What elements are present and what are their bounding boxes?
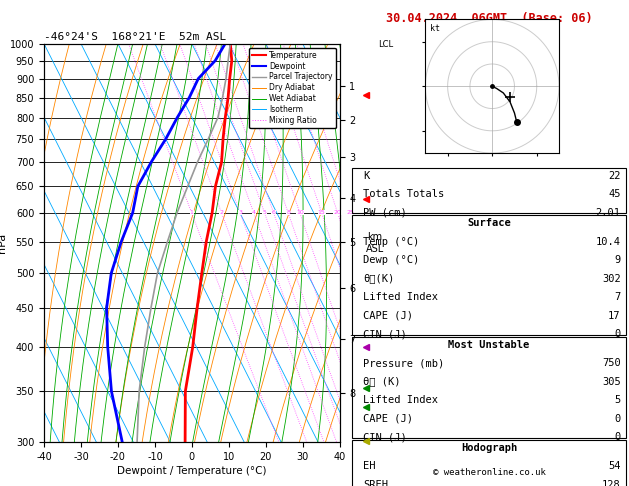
Text: 45: 45	[608, 189, 621, 199]
Text: CIN (J): CIN (J)	[363, 329, 407, 339]
Text: Most Unstable: Most Unstable	[448, 340, 530, 350]
Text: 0: 0	[615, 432, 621, 442]
Text: Totals Totals: Totals Totals	[363, 189, 444, 199]
Text: 22: 22	[608, 171, 621, 181]
Text: 10: 10	[296, 210, 304, 215]
Text: 17: 17	[608, 311, 621, 321]
Text: Hodograph: Hodograph	[461, 443, 517, 453]
Text: CAPE (J): CAPE (J)	[363, 311, 413, 321]
Text: 20: 20	[333, 210, 342, 215]
Text: 0: 0	[615, 329, 621, 339]
Text: PW (cm): PW (cm)	[363, 208, 407, 218]
Text: Temp (°C): Temp (°C)	[363, 237, 420, 247]
Text: 305: 305	[602, 377, 621, 387]
Text: 302: 302	[602, 274, 621, 284]
Text: 128: 128	[602, 480, 621, 486]
X-axis label: Dewpoint / Temperature (°C): Dewpoint / Temperature (°C)	[117, 466, 267, 476]
Text: 6: 6	[272, 210, 276, 215]
Text: 0: 0	[615, 414, 621, 424]
Text: Surface: Surface	[467, 218, 511, 228]
Text: 750: 750	[602, 358, 621, 368]
Text: 25: 25	[347, 210, 354, 215]
Text: LCL: LCL	[378, 40, 393, 49]
Text: SREH: SREH	[363, 480, 388, 486]
Text: 30.04.2024  06GMT  (Base: 06): 30.04.2024 06GMT (Base: 06)	[386, 12, 593, 25]
Text: 10.4: 10.4	[596, 237, 621, 247]
Text: 4: 4	[252, 210, 255, 215]
Text: Lifted Index: Lifted Index	[363, 292, 438, 302]
Text: 5: 5	[262, 210, 267, 215]
Text: θᴇ (K): θᴇ (K)	[363, 377, 401, 387]
Text: θᴇ(K): θᴇ(K)	[363, 274, 394, 284]
Text: -46°24'S  168°21'E  52m ASL: -46°24'S 168°21'E 52m ASL	[44, 32, 226, 42]
Text: 9: 9	[615, 255, 621, 265]
Text: Dewp (°C): Dewp (°C)	[363, 255, 420, 265]
Text: Pressure (mb): Pressure (mb)	[363, 358, 444, 368]
Y-axis label: km
ASL: km ASL	[366, 232, 384, 254]
Text: 1: 1	[190, 210, 194, 215]
Legend: Temperature, Dewpoint, Parcel Trajectory, Dry Adiabat, Wet Adiabat, Isotherm, Mi: Temperature, Dewpoint, Parcel Trajectory…	[250, 48, 336, 128]
Text: 7: 7	[615, 292, 621, 302]
Text: 54: 54	[608, 461, 621, 471]
Text: © weatheronline.co.uk: © weatheronline.co.uk	[433, 468, 545, 477]
Text: 5: 5	[615, 395, 621, 405]
Text: Lifted Index: Lifted Index	[363, 395, 438, 405]
Text: 2.01: 2.01	[596, 208, 621, 218]
Text: kt: kt	[430, 24, 440, 33]
Text: 8: 8	[286, 210, 290, 215]
Text: EH: EH	[363, 461, 376, 471]
Text: K: K	[363, 171, 369, 181]
Y-axis label: hPa: hPa	[0, 233, 7, 253]
Text: 3: 3	[238, 210, 242, 215]
Text: 15: 15	[318, 210, 325, 215]
Text: CIN (J): CIN (J)	[363, 432, 407, 442]
Text: 2: 2	[220, 210, 223, 215]
Text: CAPE (J): CAPE (J)	[363, 414, 413, 424]
